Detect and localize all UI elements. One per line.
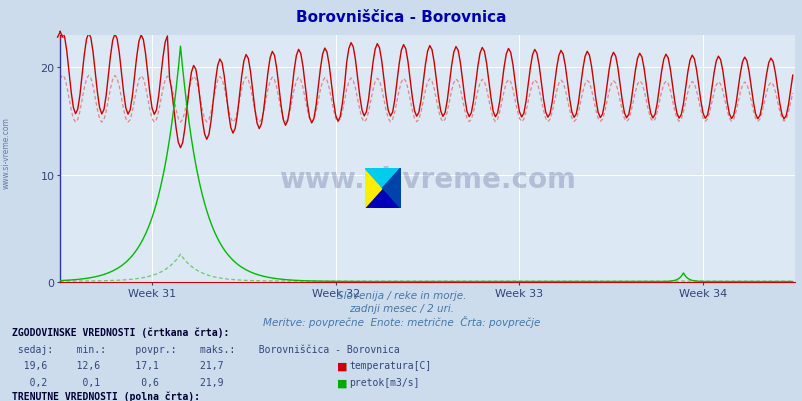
Text: Meritve: povprečne  Enote: metrične  Črta: povprečje: Meritve: povprečne Enote: metrične Črta:… xyxy=(262,315,540,327)
Text: www.si-vreme.com: www.si-vreme.com xyxy=(2,117,11,188)
Text: temperatura[C]: temperatura[C] xyxy=(349,360,431,371)
Text: ■: ■ xyxy=(337,360,347,371)
Text: TRENUTNE VREDNOSTI (polna črta):: TRENUTNE VREDNOSTI (polna črta): xyxy=(12,391,200,401)
Text: www.si-vreme.com: www.si-vreme.com xyxy=(279,165,575,193)
Text: 0,2      0,1       0,6       21,9: 0,2 0,1 0,6 21,9 xyxy=(12,377,223,387)
Polygon shape xyxy=(383,168,400,209)
Text: ■: ■ xyxy=(337,377,347,387)
Text: 19,6     12,6      17,1       21,7: 19,6 12,6 17,1 21,7 xyxy=(12,360,223,371)
Text: zadnji mesec / 2 uri.: zadnji mesec / 2 uri. xyxy=(349,303,453,313)
Polygon shape xyxy=(364,168,400,188)
Text: ZGODOVINSKE VREDNOSTI (črtkana črta):: ZGODOVINSKE VREDNOSTI (črtkana črta): xyxy=(12,327,229,337)
Polygon shape xyxy=(364,188,400,209)
Text: Slovenija / reke in morje.: Slovenija / reke in morje. xyxy=(336,291,466,301)
Text: Borovniščica - Borovnica: Borovniščica - Borovnica xyxy=(296,10,506,25)
Text: pretok[m3/s]: pretok[m3/s] xyxy=(349,377,419,387)
Polygon shape xyxy=(364,168,383,209)
Text: sedaj:    min.:     povpr.:    maks.:    Borovniščica - Borovnica: sedaj: min.: povpr.: maks.: Borovniščica… xyxy=(12,344,399,354)
